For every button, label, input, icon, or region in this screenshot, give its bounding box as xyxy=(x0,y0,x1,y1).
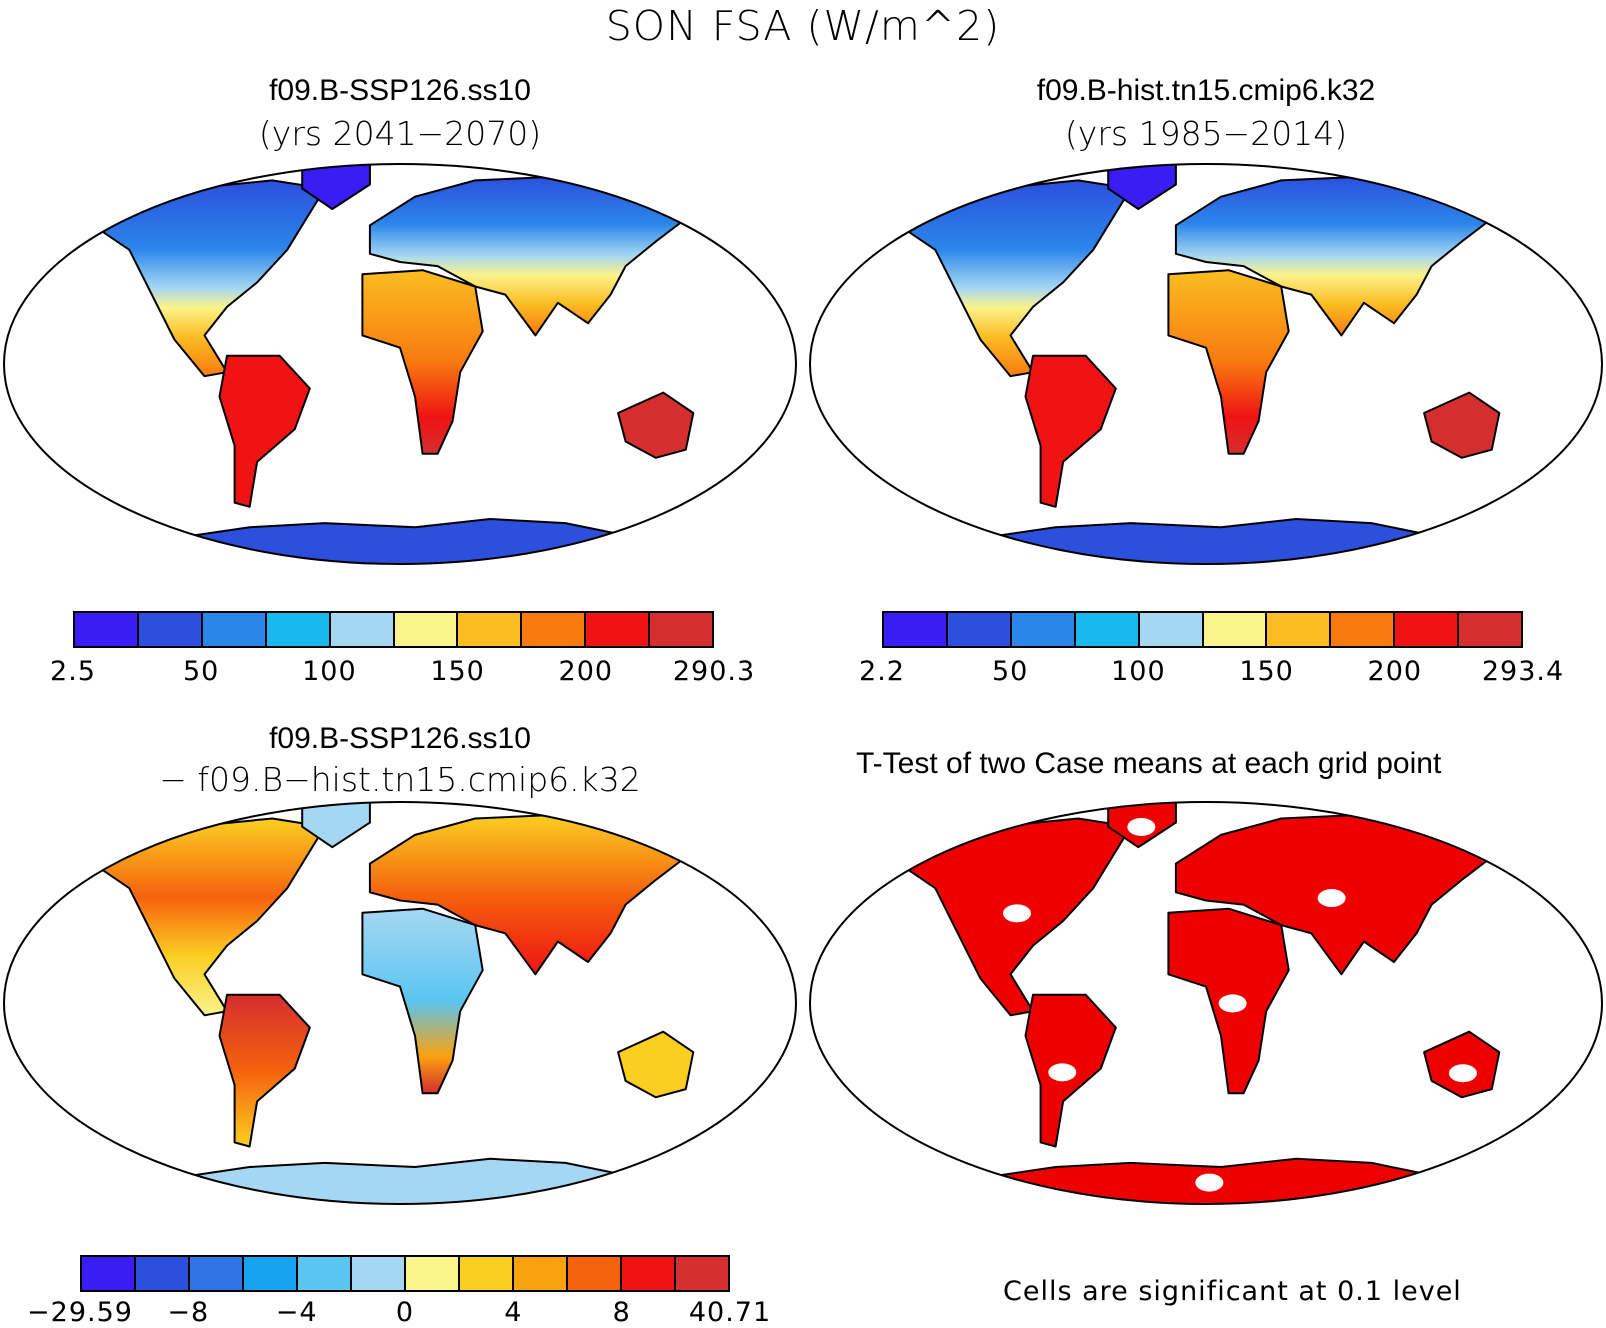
colorbar-swatch xyxy=(138,613,203,646)
land-africa xyxy=(1167,269,1290,455)
colorbar-swatch xyxy=(298,1257,352,1290)
land-africa xyxy=(361,907,484,1095)
colorbar-tick-label: 100 xyxy=(1111,656,1166,687)
colorbar-swatch xyxy=(676,1257,728,1290)
colorbar-swatch xyxy=(190,1257,244,1290)
colorbar-swatch xyxy=(202,613,267,646)
colorbar-swatch xyxy=(568,1257,622,1290)
colorbar-swatch xyxy=(1395,613,1460,646)
land-northAmerica xyxy=(98,817,326,1017)
colorbar-tick-label: 100 xyxy=(302,656,357,687)
significance-note: Cells are significant at 0.1 level xyxy=(1003,1276,1462,1307)
map-panel-difference xyxy=(3,801,797,1205)
land-australia xyxy=(617,391,695,459)
colorbar-swatch xyxy=(330,613,395,646)
colorbar-swatch xyxy=(406,1257,460,1290)
colorbar-swatch xyxy=(458,613,523,646)
land-southAmerica xyxy=(1024,354,1117,508)
insignificant-area xyxy=(1048,1063,1077,1082)
colorbar-difference xyxy=(80,1255,730,1292)
colorbar-swatch xyxy=(884,613,948,646)
colorbar-swatch xyxy=(1267,613,1332,646)
colorbar-tick-label: 2.2 xyxy=(859,656,905,687)
insignificant-area xyxy=(1195,1173,1224,1192)
map-panel-ttest xyxy=(809,801,1603,1205)
colorbar-swatch xyxy=(1203,613,1268,646)
land-southAmerica xyxy=(218,354,311,508)
panel-4-title: T-Test of two Case means at each grid po… xyxy=(856,747,1442,780)
colorbar-tick-label: 293.4 xyxy=(1481,656,1565,687)
panel-3-subtitle: − f09.B−hist.tn15.cmip6.k32 xyxy=(159,760,641,799)
colorbar-tick-label: −8 xyxy=(167,1297,210,1328)
colorbar-swatch xyxy=(586,613,651,646)
panel-1-subtitle: (yrs 2041−2070) xyxy=(258,114,542,153)
panel-3-title: f09.B-SSP126.ss10 xyxy=(269,722,531,755)
colorbar-swatch xyxy=(75,613,139,646)
land-northAmerica xyxy=(98,179,326,378)
colorbar-tick-label: 8 xyxy=(612,1297,631,1328)
map-border xyxy=(809,801,1603,1205)
colorbar-historical xyxy=(882,611,1523,648)
colorbar-tick-label: 40.71 xyxy=(688,1297,772,1328)
colorbar-future-labels: 2.5 50 100 150 200 290.3 xyxy=(50,656,754,687)
colorbar-tick-label: −4 xyxy=(275,1297,318,1328)
colorbar-tick-label: 2.5 xyxy=(50,656,96,687)
colorbar-tick-label: 290.3 xyxy=(672,656,756,687)
colorbar-swatch xyxy=(1011,613,1076,646)
figure-title: SON FSA (W/m^2) xyxy=(605,2,1001,50)
insignificant-area xyxy=(1448,1064,1477,1083)
colorbar-swatch xyxy=(947,613,1012,646)
colorbar-swatch xyxy=(394,613,459,646)
colorbar-swatch xyxy=(622,1257,676,1290)
colorbar-tick-label: 150 xyxy=(430,656,485,687)
panel-1-title: f09.B-SSP126.ss10 xyxy=(269,74,531,107)
colorbar-swatch xyxy=(522,613,587,646)
colorbar-swatch xyxy=(1331,613,1396,646)
map-border xyxy=(3,163,797,565)
insignificant-area xyxy=(1127,817,1156,836)
colorbar-swatch xyxy=(266,613,331,646)
map-panel-historical xyxy=(809,163,1603,565)
colorbar-future xyxy=(73,611,714,648)
land-northAmerica xyxy=(904,179,1132,378)
insignificant-area xyxy=(1317,889,1346,908)
colorbar-swatch xyxy=(514,1257,568,1290)
colorbar-swatch xyxy=(1075,613,1140,646)
colorbar-tick-label: 50 xyxy=(183,656,220,687)
colorbar-historical-labels: 2.2 50 100 150 200 293.4 xyxy=(859,656,1563,687)
insignificant-area xyxy=(1002,904,1031,923)
land-africa xyxy=(361,269,484,455)
colorbar-swatch xyxy=(650,613,713,646)
colorbar-swatch xyxy=(82,1257,136,1290)
map-border xyxy=(3,801,797,1205)
land-southAmerica xyxy=(218,993,311,1148)
colorbar-swatch xyxy=(460,1257,514,1290)
land-australia xyxy=(1423,391,1501,459)
colorbar-tick-label: 150 xyxy=(1239,656,1294,687)
colorbar-tick-label: 200 xyxy=(558,656,614,687)
map-panel-future xyxy=(3,163,797,565)
map-border xyxy=(809,163,1603,565)
colorbar-swatch xyxy=(1139,613,1204,646)
colorbar-tick-label: 50 xyxy=(992,656,1029,687)
colorbar-swatch xyxy=(136,1257,190,1290)
panel-2-subtitle: (yrs 1985−2014) xyxy=(1064,114,1348,153)
insignificant-area xyxy=(1218,994,1247,1013)
colorbar-tick-label: −29.59 xyxy=(27,1297,133,1328)
colorbar-swatch xyxy=(352,1257,406,1290)
colorbar-swatch xyxy=(1459,613,1522,646)
colorbar-tick-label: 200 xyxy=(1367,656,1423,687)
colorbar-tick-label: 0 xyxy=(395,1297,415,1328)
colorbar-swatch xyxy=(244,1257,298,1290)
colorbar-tick-label: 4 xyxy=(504,1297,523,1328)
land-australia xyxy=(617,1030,695,1099)
panel-2-title: f09.B-hist.tn15.cmip6.k32 xyxy=(1036,74,1376,107)
